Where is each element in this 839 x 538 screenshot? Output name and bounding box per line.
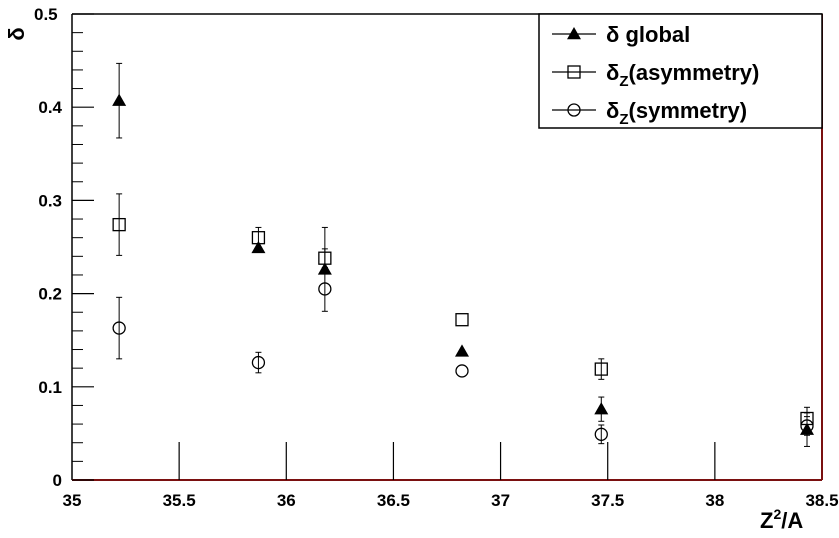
series-symmetry: [112, 282, 814, 445]
y-tick-label: 0: [53, 471, 62, 490]
legend-label-symmetry-base: δ: [606, 98, 619, 123]
legend-symbol: [567, 27, 581, 40]
legend-entry-global: δ global: [552, 22, 690, 47]
legend-marker-circle: [552, 103, 596, 117]
legend-label-symmetry: δZ(symmetry): [606, 98, 747, 128]
y-axis-label: δ: [4, 27, 29, 40]
data-point: [800, 419, 814, 433]
y-tick-label: 0.2: [38, 285, 62, 304]
data-point: [112, 217, 126, 232]
legend-label-asymmetry-sub: Z: [619, 73, 628, 90]
legend-label-global-tail: global: [619, 22, 690, 47]
legend-label-global-base: δ: [606, 22, 619, 47]
data-point: [455, 364, 469, 378]
x-axis-label-superscript: 2: [773, 506, 781, 522]
x-axis-label-tail: /A: [781, 508, 803, 533]
legend-marker-triangle: [552, 27, 596, 40]
data-point: [318, 282, 332, 296]
legend-marker-square: [552, 65, 596, 79]
data-point: [251, 355, 266, 370]
legend-label-asymmetry: δZ(asymmetry): [606, 60, 759, 90]
legend-label-symmetry-sub: Z: [619, 111, 628, 128]
data-point: [251, 231, 266, 245]
legend-label-asymmetry-tail: (asymmetry): [629, 60, 760, 85]
legend-label-symmetry-tail: (symmetry): [629, 98, 748, 123]
legend-symbol: [567, 103, 581, 117]
legend-symbol: [567, 65, 581, 79]
x-tick-label: 35.5: [163, 491, 196, 510]
series-asymmetry: [112, 193, 814, 431]
y-tick-label: 0.1: [38, 378, 62, 397]
x-tick-label: 35: [63, 491, 82, 510]
y-tick-label: 0.5: [34, 5, 58, 24]
x-tick-label: 37.5: [591, 491, 624, 510]
x-tick-label: 36.5: [377, 491, 410, 510]
data-point: [318, 251, 332, 265]
x-tick-label: 37: [491, 491, 510, 510]
legend-box: [538, 13, 823, 129]
x-axis-label: Z2/A: [760, 506, 803, 533]
y-tick-label: 0.4: [38, 98, 62, 117]
legend-label-global: δ global: [606, 22, 690, 47]
data-point: [594, 427, 608, 441]
legend-entry-symmetry: δZ(symmetry): [552, 98, 747, 128]
y-tick-label: 0.3: [38, 191, 62, 210]
x-tick-label: 36: [277, 491, 296, 510]
x-tick-label: 38: [705, 491, 724, 510]
legend-label-asymmetry-base: δ: [606, 60, 619, 85]
data-point: [112, 93, 127, 106]
data-point: [112, 321, 126, 335]
data-point: [594, 362, 608, 376]
legend: δ global δZ(asymmetry) δZ(symmetry): [538, 13, 823, 129]
axis-ticks: [72, 13, 716, 481]
legend-entry-asymmetry: δZ(asymmetry): [552, 60, 759, 90]
x-axis-label-base: Z: [760, 508, 773, 533]
data-series: [112, 62, 814, 447]
data-point: [455, 313, 469, 327]
x-tick-label: 38.5: [805, 491, 838, 510]
data-point: [317, 262, 332, 275]
data-point: [455, 344, 469, 357]
tick-labels: 35 35.5 36 36.5 37 37.5 38 38.5 0 0.1 0.2 0.3 0.4 0.5: [34, 5, 839, 510]
data-point: [594, 402, 609, 415]
